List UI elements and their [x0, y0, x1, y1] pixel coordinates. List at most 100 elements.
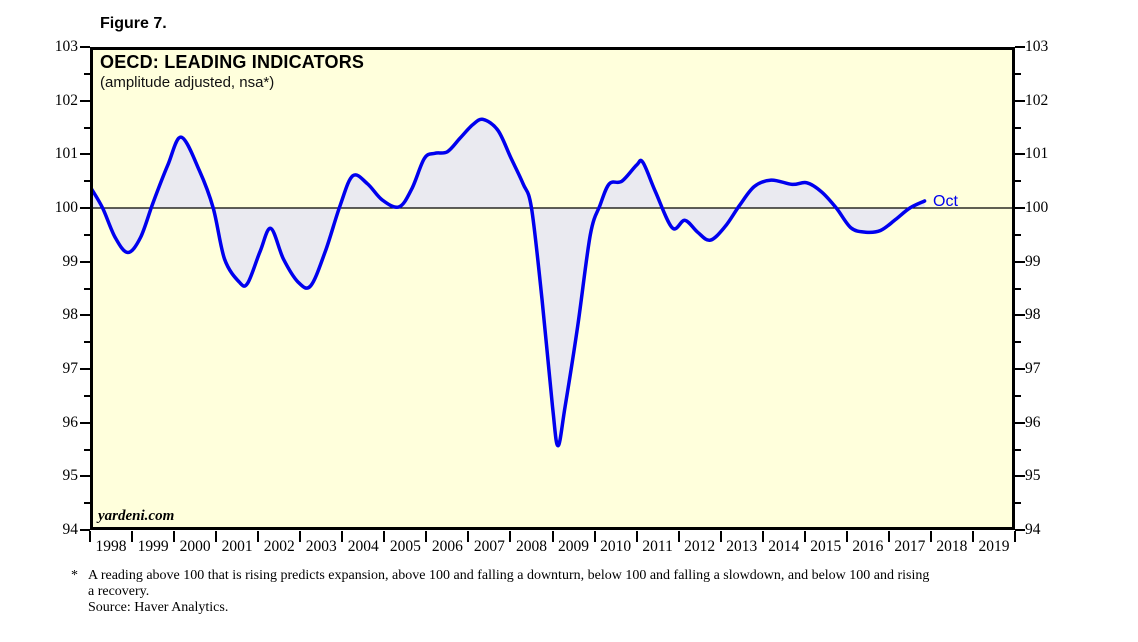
y-axis-major-tick — [80, 153, 90, 156]
x-axis-tick — [719, 531, 722, 542]
x-axis-year-label: 1998 — [95, 538, 127, 555]
y-axis-minor-tick — [1015, 502, 1021, 505]
y-axis-tick-label: 101 — [54, 145, 78, 163]
y-axis-major-tick — [1015, 46, 1025, 48]
y-axis-tick-label: 101 — [1025, 145, 1049, 163]
y-axis-major-tick — [1015, 153, 1025, 156]
y-axis-major-tick — [80, 529, 90, 531]
plot-area: OECD: LEADING INDICATORS (amplitude adju… — [90, 47, 1015, 530]
y-axis-major-tick — [1015, 529, 1025, 531]
x-axis-tick — [803, 531, 806, 542]
y-axis-minor-tick — [1015, 341, 1021, 344]
x-axis-tick — [887, 531, 890, 542]
x-axis-tick — [509, 531, 512, 542]
x-axis-year-label: 2003 — [305, 538, 337, 555]
x-axis-year-label: 2017 — [894, 538, 926, 555]
y-axis-minor-tick — [1015, 233, 1021, 236]
y-axis-tick-label: 102 — [54, 91, 78, 109]
x-axis-year-label: 2001 — [221, 538, 253, 555]
y-axis-tick-label: 100 — [54, 199, 78, 216]
x-axis-tick — [467, 531, 470, 542]
x-axis-year-label: 2002 — [263, 538, 295, 555]
watermark: yardeni.com — [98, 508, 175, 524]
y-axis-tick-label: 99 — [62, 252, 79, 270]
x-axis-year-label: 2007 — [473, 538, 505, 555]
chart-title: OECD: LEADING INDICATORS — [100, 52, 365, 72]
y-axis-minor-tick — [1015, 180, 1021, 183]
x-axis-tick — [131, 531, 134, 542]
indicator-area-fill — [91, 119, 925, 446]
x-axis-tick — [383, 531, 386, 542]
x-axis-year-label: 2010 — [600, 538, 632, 555]
x-axis-tick — [845, 531, 848, 542]
x-axis-year-label: 2000 — [179, 538, 211, 555]
y-axis-tick-label: 95 — [62, 467, 79, 485]
x-axis-year-label: 2018 — [936, 538, 968, 555]
y-axis-major-tick — [80, 368, 90, 370]
x-axis-year-label: 2005 — [389, 538, 421, 555]
x-axis-tick — [299, 531, 302, 542]
y-axis-major-tick — [80, 207, 90, 209]
y-axis-minor-tick — [1015, 126, 1021, 129]
y-axis-major-tick — [1015, 207, 1025, 209]
y-axis-major-tick — [1015, 475, 1025, 478]
x-axis-tick — [341, 531, 344, 542]
x-axis-year-label: 2014 — [768, 538, 800, 555]
y-axis-tick-label: 98 — [62, 306, 79, 324]
y-axis-major-tick — [80, 475, 90, 478]
x-axis-year-label: 2006 — [431, 538, 463, 555]
y-axis-major-tick — [80, 260, 90, 263]
y-axis-tick-label: 97 — [1025, 360, 1041, 377]
x-axis-tick — [971, 531, 974, 542]
y-axis-tick-label: 98 — [1025, 306, 1041, 324]
x-axis-tick — [173, 531, 176, 542]
y-axis-major-tick — [1015, 314, 1025, 317]
y-axis-tick-label: 94 — [62, 521, 79, 538]
x-axis-tick — [635, 531, 638, 542]
y-axis-major-tick — [1015, 368, 1025, 370]
y-axis-tick-label: 100 — [1025, 199, 1049, 216]
y-axis-minor-tick — [1015, 287, 1021, 290]
y-axis-tick-label: 103 — [1025, 38, 1049, 55]
x-axis-tick — [761, 531, 764, 542]
x-axis-year-label: 2019 — [978, 538, 1010, 555]
indicator-line — [90, 117, 927, 448]
y-axis-minor-tick — [1015, 394, 1021, 397]
y-axis-tick-label: 94 — [1025, 521, 1041, 538]
x-axis-year-label: 2011 — [642, 538, 673, 555]
last-point-annotation: Oct — [933, 193, 958, 210]
y-axis-major-tick — [80, 46, 90, 48]
x-axis-tick — [593, 531, 596, 542]
footnote-line: A reading above 100 that is rising predi… — [88, 568, 930, 583]
y-axis-tick-label: 96 — [62, 413, 79, 431]
y-axis-major-tick — [1015, 99, 1025, 102]
x-axis-tick — [929, 531, 932, 542]
y-axis-tick-label: 97 — [62, 360, 79, 377]
x-axis-tick — [551, 531, 554, 542]
x-axis-year-label: 2016 — [852, 538, 884, 555]
x-axis-year-label: 2012 — [684, 538, 716, 555]
chart-subtitle: (amplitude adjusted, nsa*) — [100, 74, 275, 91]
y-axis-major-tick — [1015, 421, 1025, 424]
footnote-line: Source: Haver Analytics. — [88, 600, 229, 615]
x-axis-year-label: 2015 — [810, 538, 842, 555]
y-axis-tick-label: 99 — [1025, 252, 1041, 270]
y-axis-tick-label: 102 — [1025, 91, 1049, 109]
x-axis-year-label: 2004 — [347, 538, 379, 555]
y-axis-major-tick — [80, 421, 90, 424]
x-axis-tick — [257, 531, 260, 542]
x-axis-tick — [677, 531, 680, 542]
footnote-line: a recovery. — [88, 584, 150, 599]
figure-label: Figure 7. — [100, 15, 167, 32]
x-axis-tick — [1014, 531, 1016, 542]
x-axis-tick — [89, 531, 91, 542]
x-axis-year-label: 1999 — [137, 538, 169, 555]
x-axis-year-label: 2013 — [726, 538, 758, 555]
x-axis-tick — [425, 531, 428, 542]
y-axis-minor-tick — [1015, 72, 1021, 75]
x-axis-year-label: 2009 — [558, 538, 590, 555]
y-axis-major-tick — [80, 99, 90, 102]
line-chart — [90, 47, 1015, 530]
y-axis-major-tick — [80, 314, 90, 317]
